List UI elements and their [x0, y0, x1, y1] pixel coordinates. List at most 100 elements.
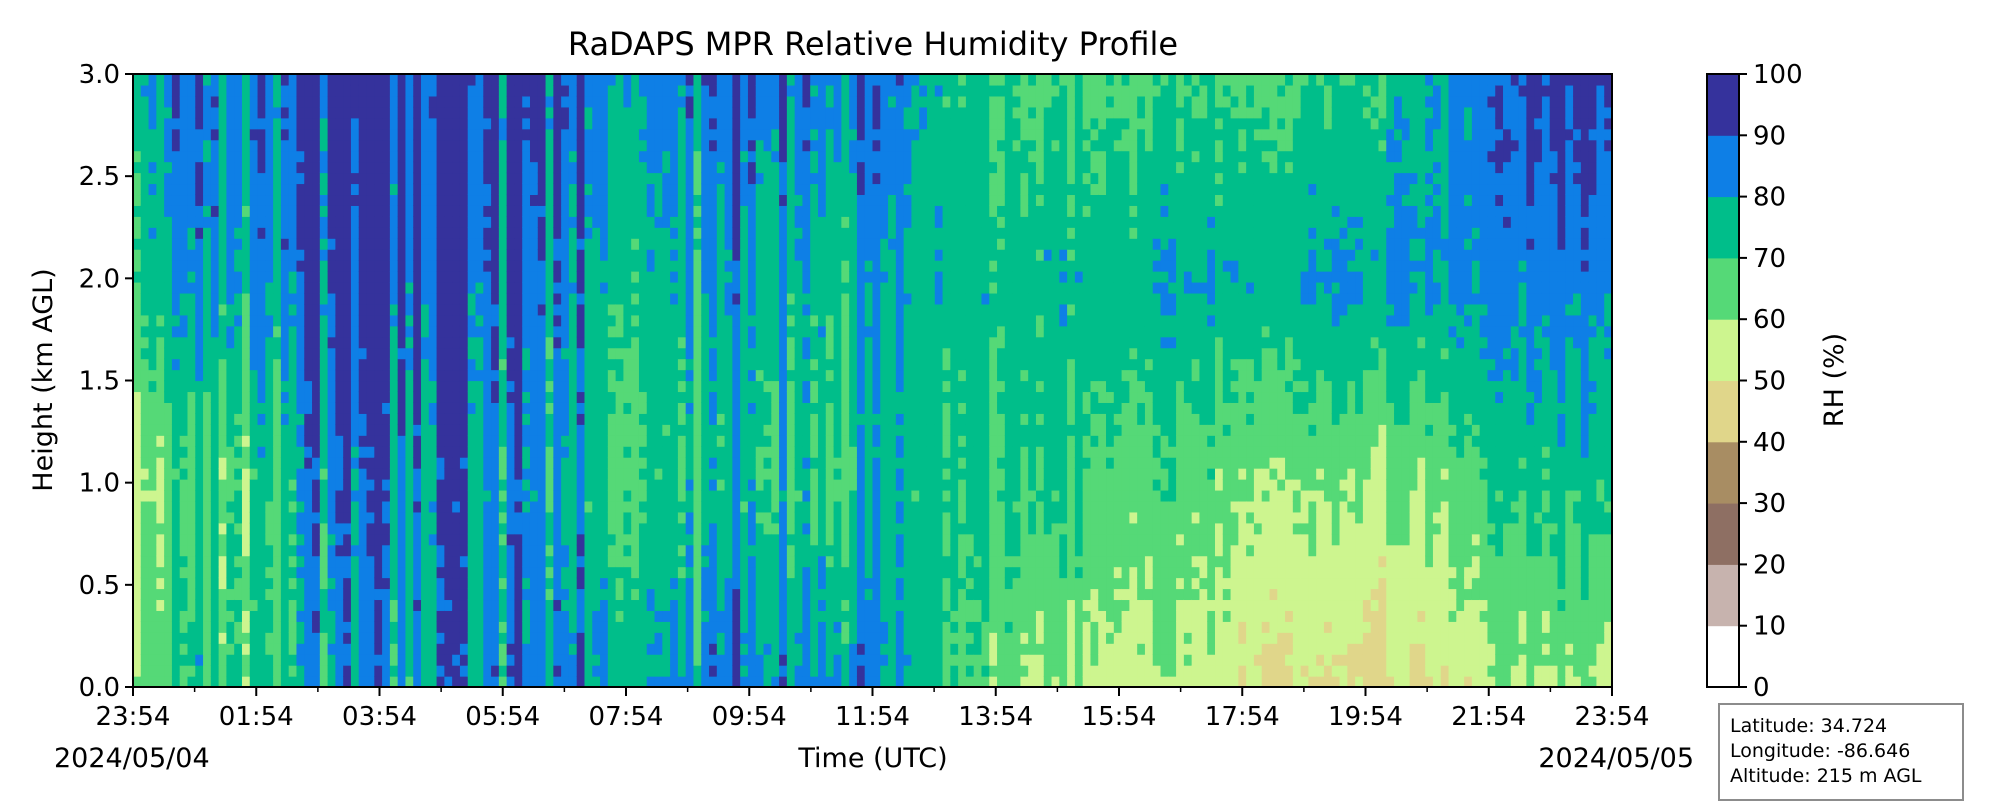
rh-cell [553, 599, 562, 611]
rh-cell [677, 369, 687, 382]
rh-cell [600, 610, 609, 622]
rh-cell [545, 599, 554, 611]
rh-cell [304, 577, 313, 590]
rh-cell [794, 424, 804, 436]
rh-cell [685, 292, 695, 305]
rh-cell [405, 533, 414, 546]
rh-cell [171, 106, 181, 119]
rh-cell [724, 106, 733, 119]
rh-cell [179, 435, 189, 447]
rh-cell [312, 216, 321, 228]
rh-cell [662, 325, 671, 338]
rh-cell [701, 654, 710, 666]
rh-cell [319, 566, 329, 579]
rh-cell [763, 238, 772, 250]
rh-cell [273, 281, 282, 294]
rh-cell [662, 117, 671, 130]
rh-cell [452, 325, 461, 338]
rh-cell [389, 391, 399, 403]
rh-cell [701, 413, 710, 425]
rh-cell [654, 336, 663, 349]
rh-cell [576, 599, 586, 611]
rh-cell [654, 358, 663, 371]
rh-cell [280, 522, 290, 535]
rh-cell [654, 402, 663, 414]
rh-cell [382, 380, 391, 393]
rh-cell [818, 281, 827, 294]
rh-cell [568, 599, 578, 611]
rh-cell [529, 391, 539, 403]
rh-cell [257, 479, 266, 491]
rh-cell [148, 358, 157, 371]
rh-cell [444, 95, 453, 108]
rh-cell [452, 358, 461, 371]
rh-cell [350, 391, 360, 403]
rh-cell [553, 128, 562, 141]
rh-cell [148, 172, 157, 185]
rh-cell [677, 150, 687, 163]
rh-cell [693, 489, 702, 502]
rh-cell [825, 643, 835, 655]
rh-cell [327, 654, 336, 666]
rh-cell [444, 325, 453, 338]
rh-cell [607, 369, 617, 382]
rh-cell [156, 676, 165, 687]
rh-cell [428, 172, 438, 185]
rh-cell [397, 336, 407, 349]
rh-cell [600, 391, 609, 403]
rh-cell [210, 511, 220, 524]
rh-cell [491, 599, 500, 611]
rh-cell [607, 511, 617, 524]
rh-cell [763, 106, 772, 119]
rh-cell [701, 74, 710, 86]
rh-cell [413, 314, 422, 327]
rh-cell [709, 95, 718, 108]
rh-cell [273, 500, 282, 513]
rh-cell [249, 314, 259, 327]
rh-cell [810, 632, 819, 644]
rh-cell [794, 533, 804, 546]
rh-cell [304, 500, 313, 513]
rh-cell [771, 457, 780, 469]
rh-cell [475, 271, 484, 283]
rh-cell [763, 435, 772, 447]
rh-cell [763, 599, 772, 611]
rh-cell [428, 314, 438, 327]
rh-cell [257, 84, 266, 97]
rh-cell [421, 314, 430, 327]
rh-cell [732, 84, 741, 97]
rh-cell [716, 555, 726, 568]
rh-cell [545, 446, 554, 458]
rh-cell [366, 643, 375, 655]
rh-cell [133, 632, 142, 644]
rh-cell [576, 172, 586, 185]
rh-cell [312, 457, 321, 469]
rh-cell [171, 665, 181, 677]
rh-cell [475, 500, 484, 513]
rh-cell [452, 74, 461, 86]
rh-cell [421, 468, 430, 480]
rh-cell [615, 446, 625, 458]
rh-cell [273, 325, 282, 338]
rh-cell [732, 303, 741, 316]
rh-cell [335, 435, 344, 447]
rh-cell [522, 336, 531, 349]
rh-cell [818, 599, 827, 611]
rh-cell [802, 117, 811, 130]
rh-cell [677, 260, 687, 272]
rh-cell [265, 314, 274, 327]
rh-cell [755, 391, 765, 403]
rh-cell [771, 621, 780, 633]
rh-cell [304, 446, 313, 458]
rh-cell [164, 610, 173, 622]
rh-cell [171, 380, 181, 393]
rh-cell [662, 599, 671, 611]
rh-cell [475, 227, 484, 239]
rh-cell [203, 457, 212, 469]
rh-cell [257, 435, 266, 447]
rh-cell [288, 643, 298, 655]
rh-cell [600, 522, 609, 535]
rh-cell [374, 588, 383, 601]
rh-cell [498, 665, 508, 677]
rh-cell [304, 238, 313, 250]
